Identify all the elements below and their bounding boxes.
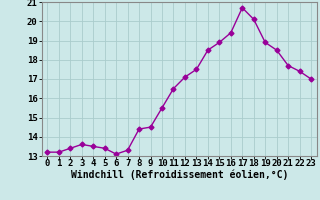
X-axis label: Windchill (Refroidissement éolien,°C): Windchill (Refroidissement éolien,°C) [70,169,288,180]
